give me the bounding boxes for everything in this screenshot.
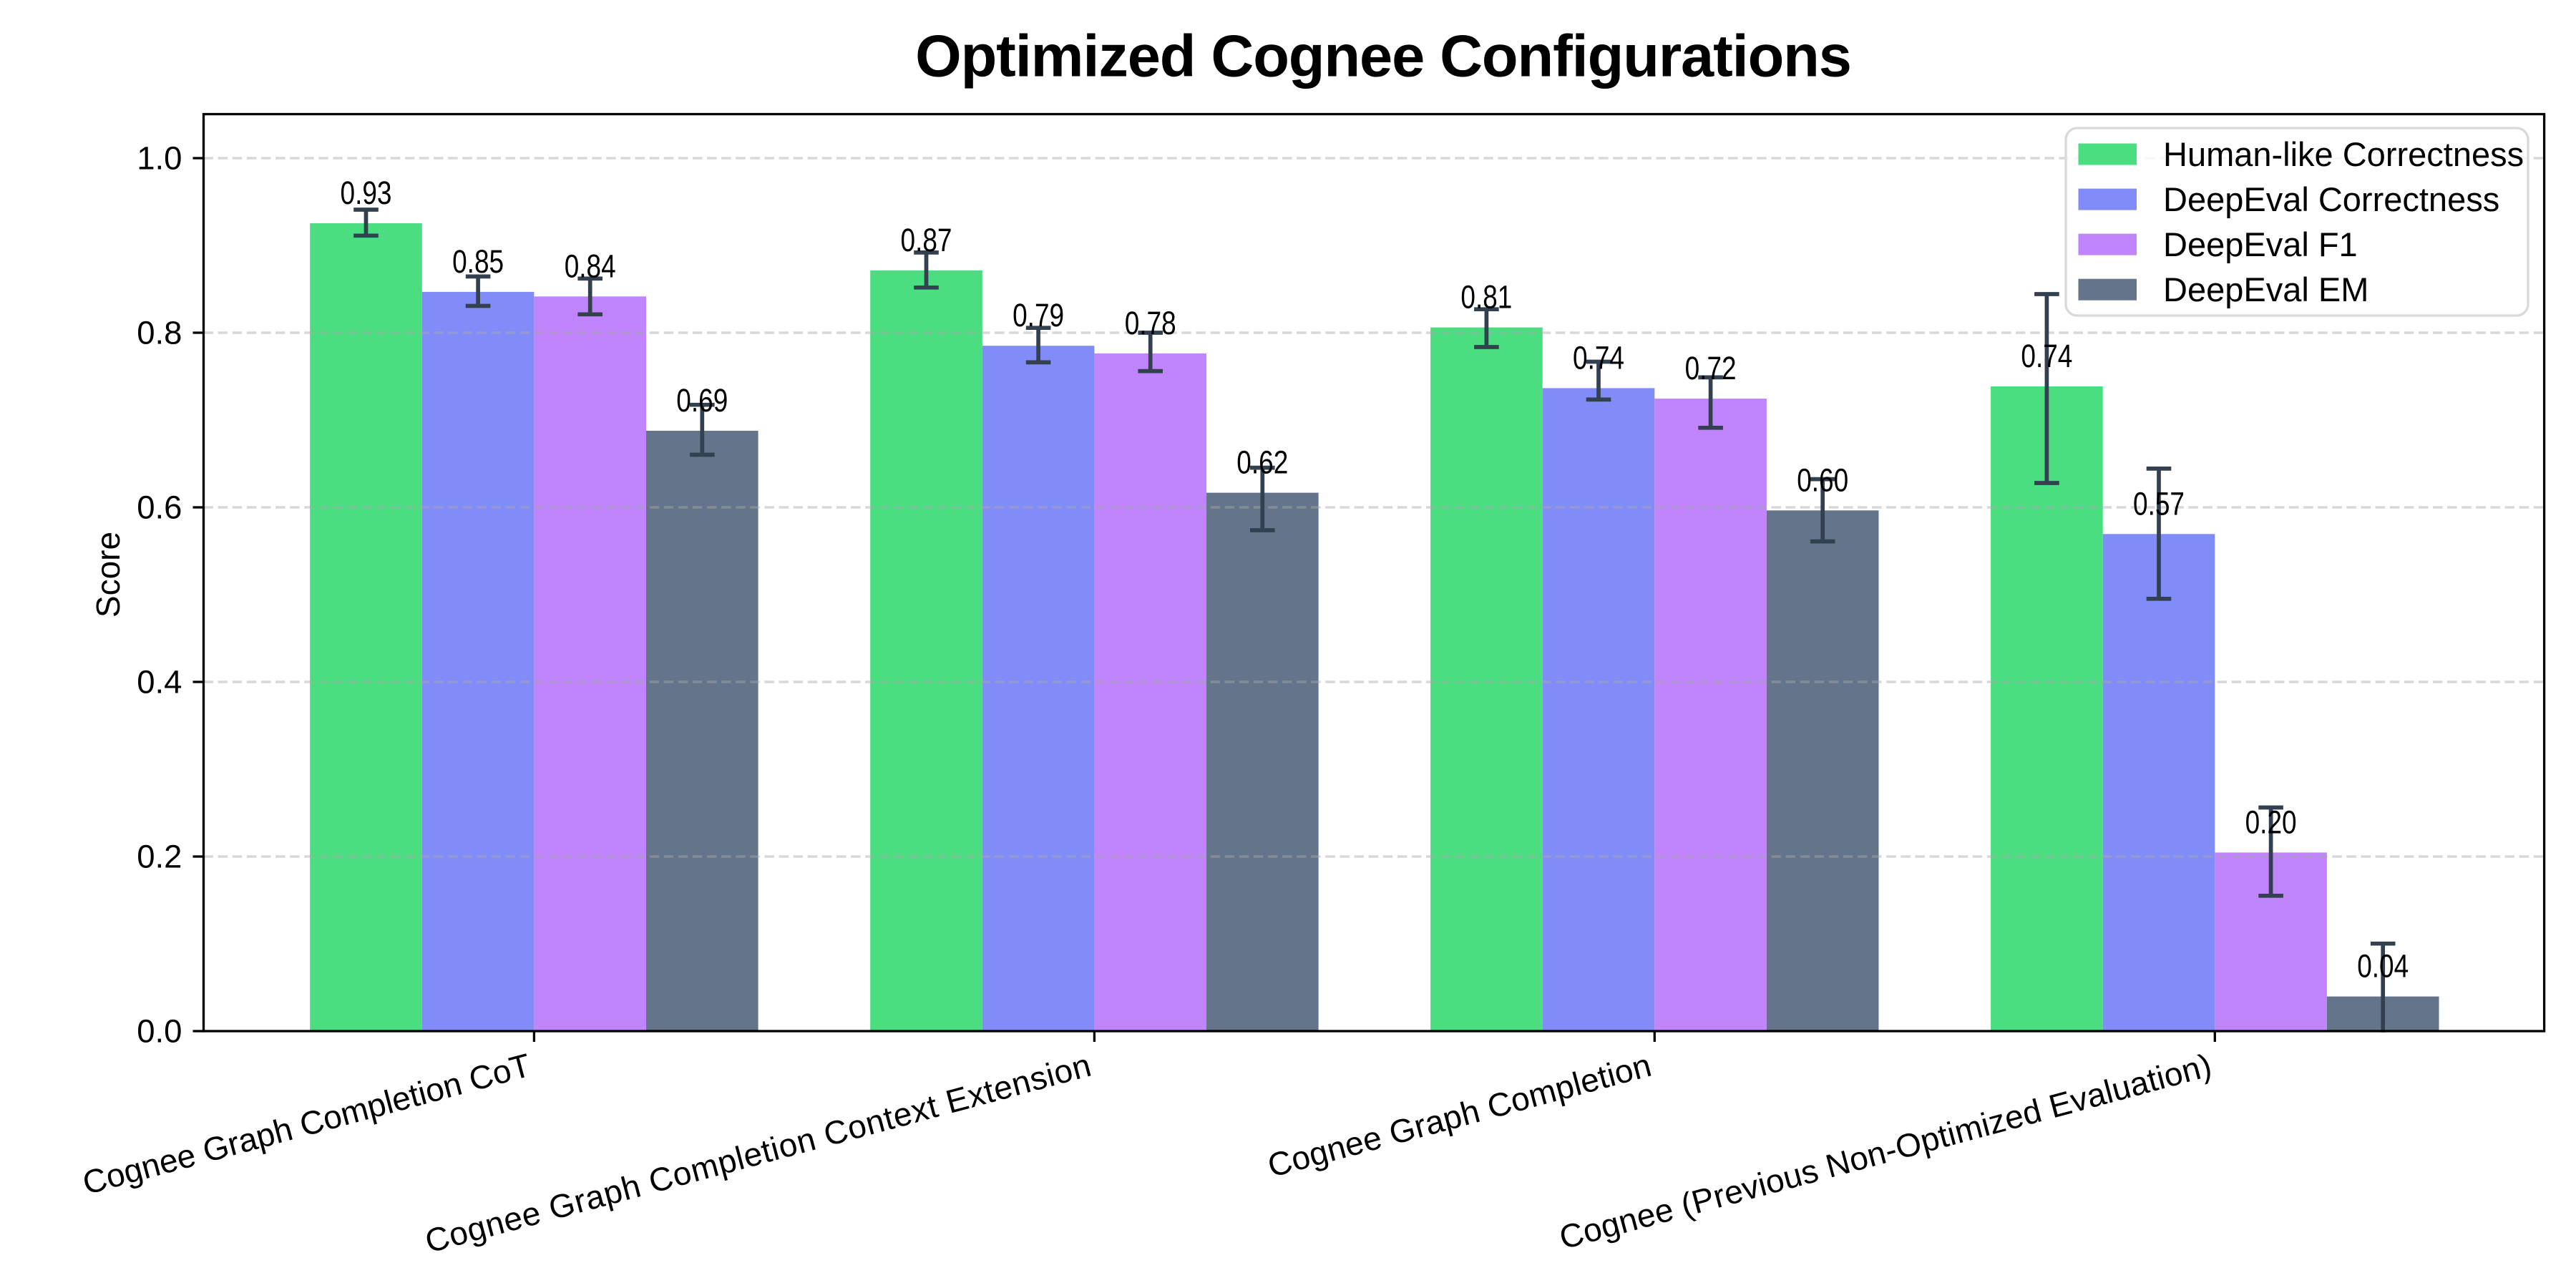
svg-text:DeepEval F1: DeepEval F1	[2163, 225, 2358, 263]
svg-text:0.4: 0.4	[137, 664, 182, 701]
svg-text:DeepEval Correctness: DeepEval Correctness	[2163, 180, 2499, 218]
svg-text:0.78: 0.78	[1125, 305, 1176, 341]
svg-text:0.6: 0.6	[137, 489, 182, 526]
svg-text:0.69: 0.69	[676, 382, 728, 419]
svg-text:0.0: 0.0	[137, 1013, 182, 1050]
svg-text:0.20: 0.20	[2245, 804, 2297, 840]
svg-text:0.81: 0.81	[1460, 279, 1512, 316]
svg-text:0.62: 0.62	[1236, 444, 1288, 481]
svg-text:DeepEval EM: DeepEval EM	[2163, 270, 2368, 308]
svg-text:0.72: 0.72	[1685, 350, 1737, 386]
svg-text:0.93: 0.93	[341, 175, 392, 211]
svg-text:Human-like Correctness: Human-like Correctness	[2163, 135, 2524, 173]
svg-text:0.2: 0.2	[137, 839, 182, 875]
svg-text:0.57: 0.57	[2133, 485, 2185, 522]
svg-text:0.74: 0.74	[1573, 339, 1624, 376]
svg-text:0.85: 0.85	[452, 243, 504, 280]
svg-text:0.74: 0.74	[2021, 338, 2072, 374]
svg-text:0.79: 0.79	[1013, 297, 1064, 333]
svg-text:0.84: 0.84	[565, 248, 616, 284]
svg-text:0.04: 0.04	[2357, 948, 2409, 985]
svg-text:0.8: 0.8	[137, 315, 182, 351]
svg-text:Optimized Cognee Configuration: Optimized Cognee Configurations	[915, 23, 1851, 89]
svg-text:0.87: 0.87	[901, 222, 952, 258]
svg-text:1.0: 1.0	[137, 140, 182, 177]
svg-text:Score: Score	[89, 532, 127, 618]
svg-text:0.60: 0.60	[1797, 462, 1848, 498]
